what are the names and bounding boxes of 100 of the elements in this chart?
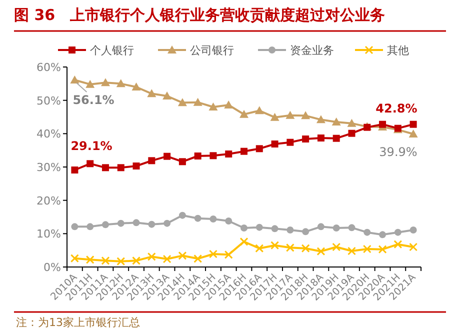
point <box>271 140 278 148</box>
data-label: 39.9% <box>379 145 418 159</box>
point <box>70 76 80 84</box>
point <box>408 130 418 138</box>
point <box>410 120 417 128</box>
legend-label: 公司银行 <box>190 44 234 57</box>
point <box>132 162 140 170</box>
point <box>162 254 172 264</box>
point <box>194 214 202 222</box>
y-tick-label: 40% <box>36 128 61 141</box>
point <box>332 242 341 252</box>
point <box>194 152 202 160</box>
point <box>240 110 248 118</box>
point <box>117 164 124 172</box>
point <box>317 134 324 142</box>
point <box>316 247 326 256</box>
point <box>332 134 340 142</box>
y-tick-label: 0% <box>44 261 61 274</box>
point <box>225 150 232 158</box>
point <box>347 118 356 127</box>
point <box>132 256 141 265</box>
point <box>71 166 78 174</box>
point <box>208 250 218 258</box>
point <box>210 216 217 222</box>
point <box>286 243 294 252</box>
point <box>348 130 356 137</box>
point <box>86 223 94 230</box>
point <box>286 110 295 119</box>
point <box>410 226 417 234</box>
point <box>332 118 341 126</box>
legend-label: 其他 <box>387 44 409 57</box>
point <box>301 111 310 120</box>
point <box>71 223 78 230</box>
point <box>270 241 280 250</box>
point <box>316 115 326 124</box>
data-label: 42.8% <box>376 101 418 116</box>
point <box>100 78 110 86</box>
point <box>332 224 340 232</box>
point <box>224 250 233 259</box>
point <box>394 240 402 249</box>
point <box>271 225 278 232</box>
point <box>164 220 171 227</box>
point <box>102 221 109 228</box>
point <box>224 100 234 108</box>
point <box>394 228 402 236</box>
point <box>178 98 187 106</box>
legend-label: 个人银行 <box>90 44 134 57</box>
legend-label: 资金业务 <box>290 44 334 57</box>
point <box>70 254 79 263</box>
y-tick-label: 50% <box>36 94 61 108</box>
point <box>364 228 371 236</box>
point <box>102 164 109 172</box>
point <box>132 219 140 226</box>
y-tick-label: 30% <box>36 161 61 174</box>
point <box>116 79 126 88</box>
point <box>148 157 156 164</box>
point <box>208 102 218 110</box>
point <box>148 220 156 228</box>
point <box>240 237 248 246</box>
point <box>301 244 310 253</box>
point <box>117 220 124 227</box>
point <box>225 218 232 224</box>
point <box>101 256 110 265</box>
point <box>378 245 387 254</box>
point <box>286 138 294 146</box>
point <box>347 246 356 256</box>
point <box>147 252 156 261</box>
data-label: 29.1% <box>70 139 112 153</box>
point <box>116 257 126 266</box>
point <box>379 231 386 238</box>
chart-title: 图 36 上市银行个人银行业务营收贡献度超过对公业务 <box>14 6 386 24</box>
y-tick-label: 60% <box>36 61 61 74</box>
point <box>194 254 202 263</box>
point <box>178 212 186 219</box>
point <box>255 244 264 253</box>
y-tick-label: 10% <box>36 228 61 241</box>
point <box>256 145 263 152</box>
point <box>86 255 94 264</box>
point <box>362 244 372 254</box>
point <box>147 89 156 98</box>
y-tick-label: 20% <box>36 194 61 208</box>
point <box>240 224 248 232</box>
point <box>178 158 186 166</box>
point <box>86 80 95 88</box>
text: 注：为13家上市银行汇总 <box>16 316 140 329</box>
point <box>193 98 202 106</box>
point <box>302 228 310 236</box>
point <box>178 251 187 260</box>
point <box>240 148 248 155</box>
point <box>286 226 294 234</box>
point <box>317 223 324 230</box>
point <box>210 152 217 160</box>
point <box>162 92 172 100</box>
point <box>270 112 280 121</box>
point <box>86 160 94 168</box>
point <box>132 82 141 90</box>
point <box>348 224 356 232</box>
point <box>164 152 171 160</box>
point <box>256 224 263 231</box>
data-label: 56.1% <box>72 93 114 107</box>
